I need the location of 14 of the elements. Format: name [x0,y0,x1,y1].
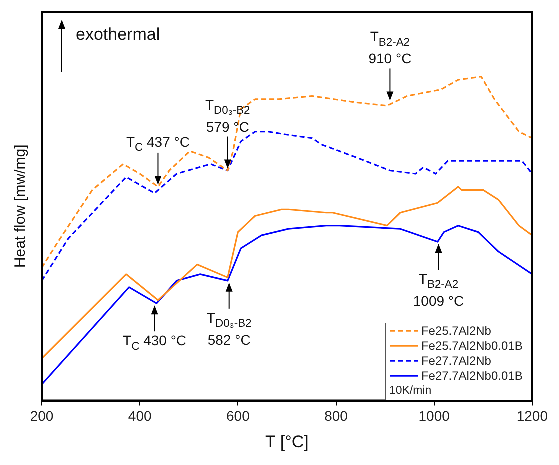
y-axis-title: Heat flow [mw/mg] [12,144,30,268]
legend-label: Fe27.7Al2Nb [421,354,492,369]
text: exothermal [76,25,160,44]
x-tick-label: 400 [128,408,152,424]
annotation: 10K/min [389,384,433,399]
legend-label: Fe25.7Al2Nb [421,324,492,339]
x-axis-title: T [°C] [266,432,309,452]
legend-label: Fe25.7Al2Nb0.01B [421,338,523,354]
x-tick-label: 200 [30,408,54,424]
x-tick-label: 1000 [418,408,450,424]
x-tick-label: 600 [226,408,250,424]
x-tick-label: 800 [324,408,348,424]
x-tick-label: 1200 [516,408,548,424]
legend-label: Fe27.7Al2Nb0.01B [421,368,523,384]
